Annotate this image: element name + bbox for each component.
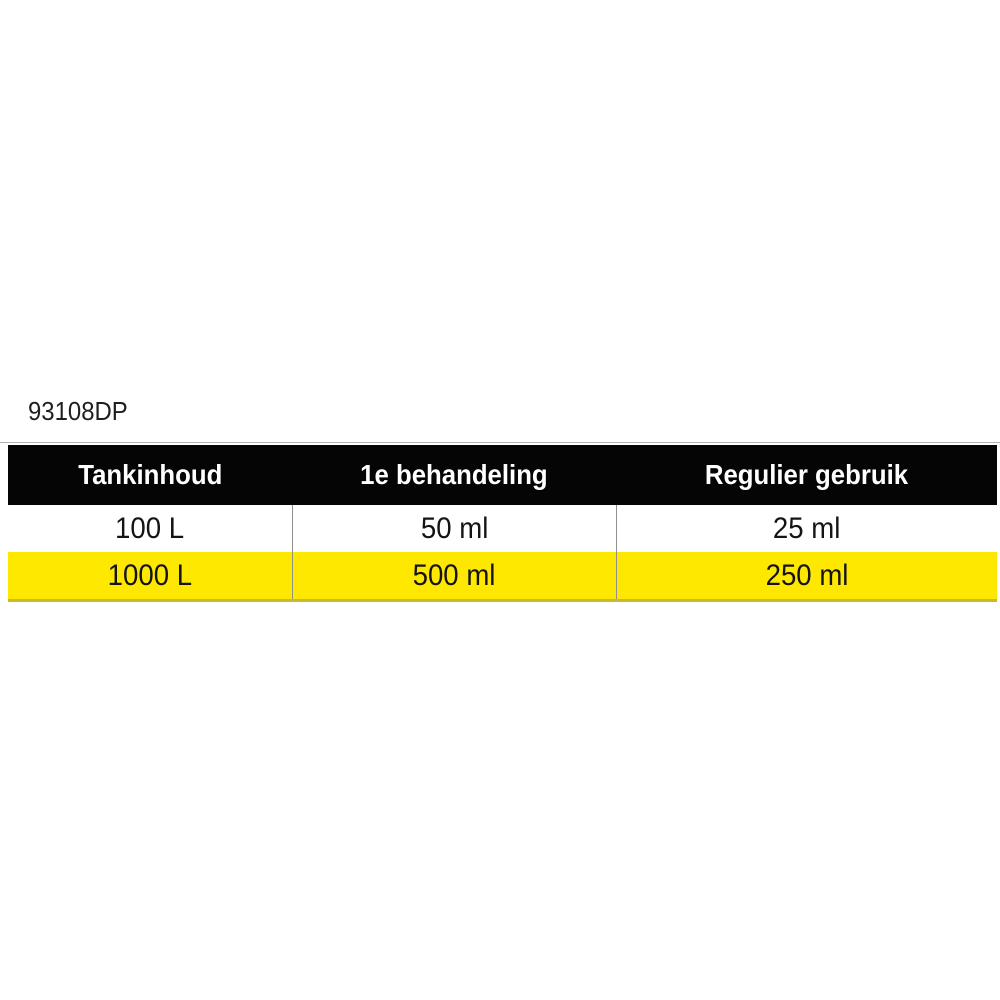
cell-value: 250 ml [765,559,849,592]
cell-value: 25 ml [773,512,841,545]
table-cell-tank-volume: 100 L [8,505,292,552]
column-header-regulier-gebruik: Regulier gebruik [616,445,997,505]
cell-value: 50 ml [420,512,489,545]
table-cell-first-treatment-dose: 50 ml [292,505,616,552]
table-cell-regular-use-dose: 25 ml [616,505,997,552]
column-header-label: Tankinhoud [77,459,223,490]
cell-value: 500 ml [413,559,496,592]
dosage-table: Tankinhoud 1e behandeling Regulier gebru… [8,445,997,602]
table-header-row: Tankinhoud 1e behandeling Regulier gebru… [8,445,997,505]
cell-value: 100 L [115,512,185,545]
column-header-label: 1e behandeling [360,459,548,490]
table-cell-first-treatment-dose: 500 ml [292,552,616,599]
column-header-eerste-behandeling: 1e behandeling [292,445,616,505]
table-row-1000l-highlighted: 1000 L 500 ml 250 ml [8,552,997,602]
divider-line [0,442,1000,443]
cell-value: 1000 L [107,559,193,592]
column-header-label: Regulier gebruik [704,459,909,490]
table-cell-regular-use-dose: 250 ml [616,552,997,599]
table-cell-tank-volume: 1000 L [8,552,292,599]
table-row-100l: 100 L 50 ml 25 ml [8,505,997,552]
product-code: 93108DP [28,396,128,426]
column-header-tankinhoud: Tankinhoud [8,445,292,505]
